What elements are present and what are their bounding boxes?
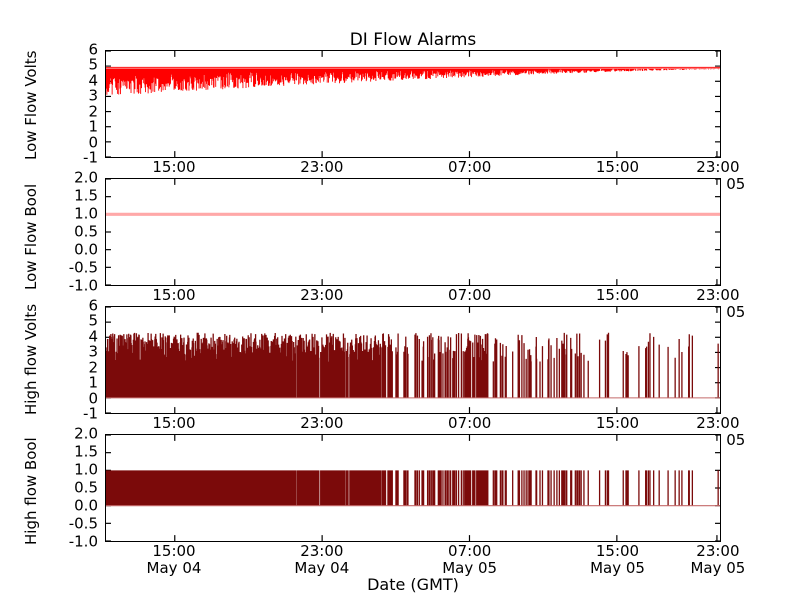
y-tick-3-0p0: 0.0 bbox=[74, 496, 98, 515]
x-tick-labels-3: 15:00 May 04 23:00 May 04 07:00 May 05 15:0… bbox=[105, 542, 746, 577]
y-tick-labels-1: 2.0 1.5 1.0 0.5 0.0 -0.5 -1.0 bbox=[52, 170, 98, 293]
subplot-low-flow-bool bbox=[105, 178, 721, 286]
x-tick-3-2: 07:00 May 05 bbox=[442, 542, 498, 577]
y-tick-0-6: 6 bbox=[88, 40, 98, 59]
plot-area-3 bbox=[106, 435, 720, 541]
y-tick-3-1p0: 1.0 bbox=[74, 460, 98, 479]
y-tick-2-5: 5 bbox=[88, 311, 98, 330]
y-tick-3-neg1p0: -1.0 bbox=[68, 532, 98, 551]
plot-area-2 bbox=[106, 307, 720, 413]
y-tick-0-3: 3 bbox=[88, 86, 98, 105]
y-axis-title-2: High flow Volts bbox=[22, 303, 40, 415]
y-tick-2-4: 4 bbox=[88, 327, 98, 346]
y-tick-0-4: 4 bbox=[88, 71, 98, 90]
x-tick-3-1: 23:00 May 04 bbox=[294, 542, 350, 577]
y-tick-2-neg1: -1 bbox=[83, 404, 98, 423]
y-tick-1-0p5: 0.5 bbox=[74, 222, 98, 241]
y-tick-0-1: 1 bbox=[88, 117, 98, 136]
x-tick-3-3: 15:00 May 05 bbox=[590, 542, 645, 577]
y-tick-labels-0: 6 5 4 3 2 1 0 -1 bbox=[52, 42, 98, 165]
y-tick-3-neg0p5: -0.5 bbox=[68, 514, 98, 533]
subplot-low-flow-volts bbox=[105, 50, 721, 158]
y-tick-1-2p0: 2.0 bbox=[74, 168, 98, 187]
y-tick-3-2p0: 2.0 bbox=[74, 424, 98, 443]
y-tick-2-1: 1 bbox=[88, 373, 98, 392]
y-axis-title-0: Low Flow Volts bbox=[22, 50, 40, 160]
y-tick-1-0p0: 0.0 bbox=[74, 240, 98, 259]
y-tick-1-1p5: 1.5 bbox=[74, 186, 98, 205]
y-tick-0-0: 0 bbox=[88, 133, 98, 152]
y-axis-title-3: High flow Bool bbox=[22, 437, 40, 545]
y-tick-1-neg1p0: -1.0 bbox=[68, 276, 98, 295]
x-tick-3-0: 15:00 May 04 bbox=[146, 542, 202, 577]
subplot-high-flow-bool bbox=[105, 434, 721, 542]
x-tick-3-4: 23:00 May 05 bbox=[690, 542, 746, 577]
y-tick-2-3: 3 bbox=[88, 342, 98, 361]
x-axis-title: Date (GMT) bbox=[367, 575, 459, 594]
subplot-high-flow-volts bbox=[105, 306, 721, 414]
y-tick-0-neg1: -1 bbox=[83, 148, 98, 167]
y-axis-title-1: Low Flow Bool bbox=[22, 183, 40, 290]
plot-area-0 bbox=[106, 51, 720, 157]
plot-area-1 bbox=[106, 179, 720, 285]
y-tick-labels-2: 6 5 4 3 2 1 0 -1 bbox=[52, 298, 98, 421]
y-tick-0-2: 2 bbox=[88, 102, 98, 121]
y-tick-1-neg0p5: -0.5 bbox=[68, 258, 98, 277]
y-tick-2-6: 6 bbox=[88, 296, 98, 315]
chart-title: DI Flow Alarms bbox=[349, 30, 477, 50]
y-tick-2-0: 0 bbox=[88, 389, 98, 408]
y-tick-labels-3: 2.0 1.5 1.0 0.5 0.0 -0.5 -1.0 bbox=[52, 426, 98, 549]
y-tick-0-5: 5 bbox=[88, 55, 98, 74]
y-tick-3-1p5: 1.5 bbox=[74, 442, 98, 461]
y-tick-2-2: 2 bbox=[88, 358, 98, 377]
y-tick-3-0p5: 0.5 bbox=[74, 478, 98, 497]
y-tick-1-1p0: 1.0 bbox=[74, 204, 98, 223]
